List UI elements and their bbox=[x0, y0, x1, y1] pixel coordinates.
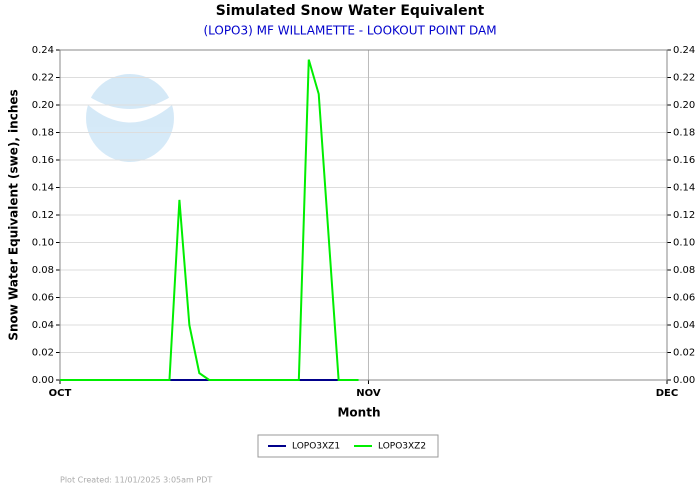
legend-label: LOPO3XZ1 bbox=[292, 442, 340, 452]
y2-tick-label: 0.14 bbox=[673, 183, 695, 194]
y2-tick-label: 0.12 bbox=[673, 210, 695, 221]
x-tick-label: NOV bbox=[356, 388, 381, 399]
y2-tick-label: 0.16 bbox=[673, 155, 695, 166]
y-tick-label: 0.12 bbox=[32, 210, 54, 221]
y-tick-label: 0.18 bbox=[32, 128, 54, 139]
y2-tick-label: 0.22 bbox=[673, 73, 695, 84]
y2-tick-label: 0.04 bbox=[673, 320, 695, 331]
y2-tick-label: 0.08 bbox=[673, 265, 695, 276]
y-tick-label: 0.22 bbox=[32, 73, 54, 84]
y-tick-label: 0.06 bbox=[32, 293, 54, 304]
y-axis-label: Snow Water Equivalent (swe), inches bbox=[7, 89, 21, 340]
legend bbox=[257, 434, 439, 458]
x-axis-label: Month bbox=[337, 406, 380, 420]
series-line bbox=[60, 59, 359, 381]
footnote: Plot Created: 11/01/2025 3:05am PDT bbox=[60, 476, 212, 485]
y2-tick-label: 0.10 bbox=[673, 238, 695, 249]
y-tick-label: 0.02 bbox=[32, 348, 54, 359]
y2-tick-label: 0.24 bbox=[673, 45, 695, 56]
y-tick-label: 0.24 bbox=[32, 45, 54, 56]
y-tick-label: 0.10 bbox=[32, 238, 54, 249]
y2-tick-label: 0.18 bbox=[673, 128, 695, 139]
x-tick-label: OCT bbox=[49, 388, 72, 399]
y2-tick-label: 0.00 bbox=[673, 375, 695, 386]
y-tick-label: 0.16 bbox=[32, 155, 54, 166]
y2-tick-label: 0.06 bbox=[673, 293, 695, 304]
chart-subtitle: (LOPO3) MF WILLAMETTE - LOOKOUT POINT DA… bbox=[203, 24, 496, 38]
chart-title: Simulated Snow Water Equivalent bbox=[216, 3, 485, 19]
y2-tick-label: 0.02 bbox=[673, 348, 695, 359]
y2-tick-label: 0.20 bbox=[673, 100, 695, 111]
plot-frame bbox=[59, 49, 668, 381]
legend-label: LOPO3XZ2 bbox=[378, 442, 426, 452]
y-tick-label: 0.04 bbox=[32, 320, 54, 331]
y-tick-label: 0.20 bbox=[32, 100, 54, 111]
noaa-logo bbox=[86, 74, 174, 162]
y-tick-label: 0.00 bbox=[32, 375, 54, 386]
y-tick-label: 0.14 bbox=[32, 183, 54, 194]
y-tick-label: 0.08 bbox=[32, 265, 54, 276]
x-tick-label: DEC bbox=[656, 388, 678, 399]
